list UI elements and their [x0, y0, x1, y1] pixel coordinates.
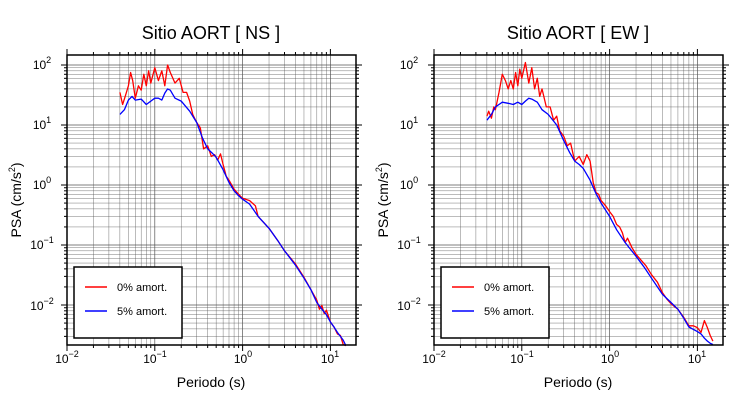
- series-line-5pct-amort: [486, 97, 714, 346]
- y-tick-label: 102: [33, 55, 51, 72]
- y-tick-label: 100: [400, 175, 418, 192]
- y-tick-label: 101: [400, 115, 418, 132]
- y-tick-label: 10−2: [397, 296, 421, 313]
- x-tick-labels: 10−2 10−1 100 101: [55, 349, 339, 366]
- x-axis-label: Periodo (s): [544, 374, 612, 390]
- plot-lines: [119, 64, 347, 347]
- series-line-5pct-amort: [119, 88, 347, 346]
- x-tick-label: 101: [321, 349, 339, 366]
- panel-ns: Sitio AORT [ NS ] 10−2 10−1 100 101 10−2…: [7, 23, 362, 390]
- grid: [433, 55, 723, 345]
- x-tick-label: 10−1: [510, 349, 534, 366]
- ticks: [428, 49, 729, 351]
- y-tick-label: 10−1: [30, 235, 54, 252]
- grid: [66, 55, 356, 345]
- legend: 0% amort. 5% amort.: [73, 266, 183, 339]
- chart-title: Sitio AORT [ NS ]: [142, 23, 280, 43]
- legend: 0% amort. 5% amort.: [440, 266, 550, 339]
- y-axis-label: PSA (cm/s2): [374, 162, 391, 237]
- y-tick-labels: 10−2 10−1 100 101 102: [397, 55, 421, 313]
- x-tick-label: 100: [601, 349, 619, 366]
- plot-frame: [66, 54, 357, 346]
- plot-frame: [433, 54, 724, 346]
- y-tick-label: 102: [400, 55, 418, 72]
- chart-title: Sitio AORT [ EW ]: [507, 23, 649, 43]
- legend-box: [73, 266, 183, 339]
- legend-label-5pct: 5% amort.: [484, 306, 534, 318]
- x-tick-label: 100: [234, 349, 252, 366]
- y-tick-label: 100: [33, 175, 51, 192]
- y-tick-label: 10−1: [397, 235, 421, 252]
- panel-ew: Sitio AORT [ EW ] 10−2 10−1 100 101 10−2…: [374, 23, 729, 390]
- ticks: [61, 49, 362, 351]
- legend-label-0pct: 0% amort.: [117, 282, 167, 294]
- legend-box: [440, 266, 550, 339]
- x-tick-labels: 10−2 10−1 100 101: [422, 349, 706, 366]
- y-tick-labels: 10−2 10−1 100 101 102: [30, 55, 54, 313]
- y-axis-label: PSA (cm/s2): [7, 162, 24, 237]
- x-tick-label: 10−2: [422, 349, 446, 366]
- y-tick-label: 10−2: [30, 296, 54, 313]
- plot-lines: [486, 61, 714, 346]
- x-tick-label: 10−1: [143, 349, 167, 366]
- y-tick-label: 101: [33, 115, 51, 132]
- x-tick-label: 101: [688, 349, 706, 366]
- legend-label-5pct: 5% amort.: [117, 306, 167, 318]
- x-axis-label: Periodo (s): [177, 374, 245, 390]
- legend-label-0pct: 0% amort.: [484, 282, 534, 294]
- x-tick-label: 10−2: [55, 349, 79, 366]
